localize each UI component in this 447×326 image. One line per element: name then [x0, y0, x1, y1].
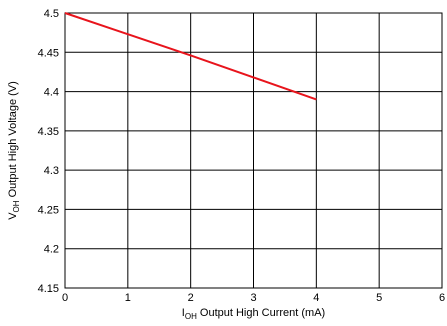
x-tick-label: 1: [125, 292, 131, 304]
x-axis-label-main: I: [182, 307, 185, 319]
y-axis-label-sub: OH: [12, 200, 21, 212]
x-tick-label: 0: [62, 292, 68, 304]
x-tick-label: 4: [313, 292, 319, 304]
y-tick-labels: 4.15 4.2 4.25 4.3 4.35 4.4 4.45 4.5: [38, 8, 59, 295]
y-axis-label-main: V: [7, 212, 19, 220]
x-axis-label-rest: Output High Current (mA): [197, 307, 325, 319]
y-tick-label: 4.4: [44, 87, 59, 99]
y-tick-label: 4.15: [38, 283, 59, 295]
plot-frame: [64, 12, 443, 289]
y-tick-label: 4.45: [38, 47, 59, 59]
x-axis-label: IOH Output High Current (mA): [182, 307, 325, 321]
x-tick-labels: 0 1 2 3 4 5 6: [62, 292, 445, 304]
grid: [64, 12, 443, 289]
x-axis-label-sub: OH: [185, 312, 197, 321]
series-line: [64, 12, 317, 101]
y-tick-label: 4.2: [44, 244, 59, 256]
y-tick-label: 4.25: [38, 204, 59, 216]
x-tick-label: 3: [250, 292, 256, 304]
y-tick-label: 4.5: [44, 8, 59, 20]
x-tick-label: 2: [188, 292, 194, 304]
x-tick-label: 5: [376, 292, 382, 304]
y-tick-label: 4.35: [38, 126, 59, 138]
y-tick-label: 4.3: [44, 165, 59, 177]
x-tick-label: 6: [439, 292, 445, 304]
series-lines: [64, 12, 317, 101]
y-axis-label: VOH Output High Voltage (V): [7, 81, 21, 220]
y-axis-label-rest: Output High Voltage (V): [7, 81, 19, 200]
